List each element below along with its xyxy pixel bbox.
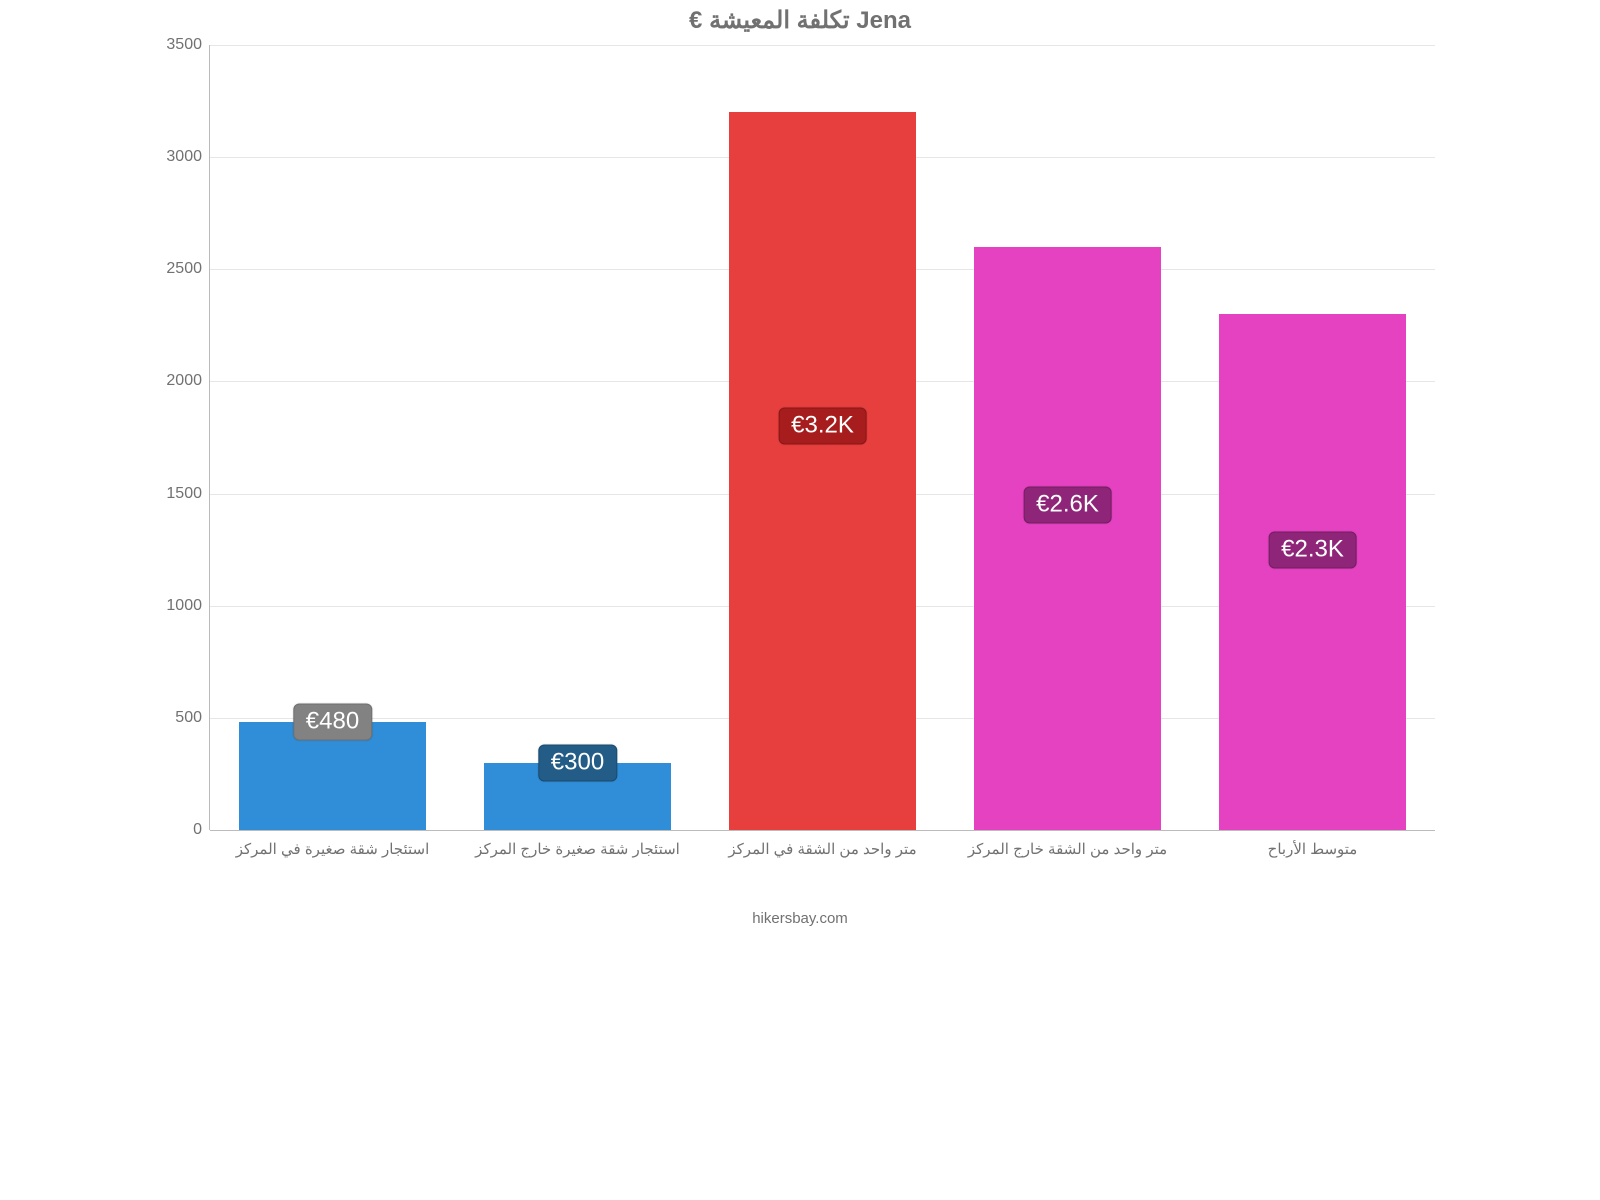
- bar: [1219, 314, 1405, 830]
- x-tick-label: متوسط الأرباح: [1268, 840, 1358, 858]
- y-tick-label: 3500: [166, 36, 202, 54]
- x-tick-label: متر واحد من الشقة خارج المركز: [968, 840, 1167, 858]
- y-tick-label: 2500: [166, 260, 202, 278]
- gridline: [210, 45, 1435, 46]
- y-axis-line: [209, 45, 210, 830]
- x-tick-label: استئجار شقة صغيرة في المركز: [236, 840, 430, 858]
- x-tick-label: متر واحد من الشقة في المركز: [728, 840, 916, 858]
- x-tick-label: استئجار شقة صغيرة خارج المركز: [475, 840, 680, 858]
- y-tick-label: 500: [175, 709, 202, 727]
- chart-title: € تكلفة المعيشة Jena: [160, 6, 1440, 35]
- y-tick-label: 0: [193, 821, 202, 839]
- bar-value-label: €300: [538, 744, 617, 781]
- bar-value-label: €3.2K: [778, 408, 867, 445]
- y-tick-label: 3000: [166, 148, 202, 166]
- bar-value-label: €480: [293, 704, 372, 741]
- x-axis-line: [210, 830, 1435, 831]
- y-tick-label: 1000: [166, 597, 202, 615]
- y-tick-label: 1500: [166, 485, 202, 503]
- plot-area: 0500100015002000250030003500€480استئجار …: [210, 45, 1435, 830]
- footer-attribution: hikersbay.com: [160, 910, 1440, 927]
- chart-container: € تكلفة المعيشة Jena 0500100015002000250…: [160, 0, 1440, 960]
- bar-value-label: €2.6K: [1023, 486, 1112, 523]
- bar: [974, 247, 1160, 830]
- bar: [729, 112, 915, 830]
- y-tick-label: 2000: [166, 372, 202, 390]
- bar-value-label: €2.3K: [1268, 531, 1357, 568]
